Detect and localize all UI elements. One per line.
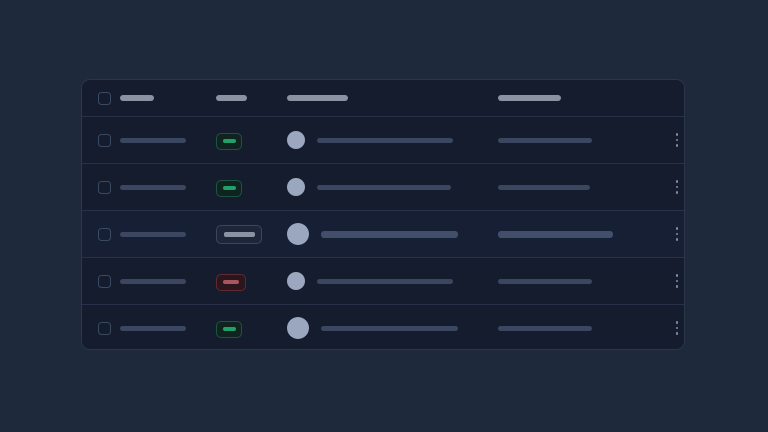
row-checkbox[interactable] (98, 133, 111, 147)
row-select-cell[interactable] (82, 180, 120, 194)
cell-meta (498, 325, 648, 331)
cell-name (120, 231, 216, 237)
kebab-menu-icon[interactable] (670, 131, 684, 149)
cell-meta (498, 278, 648, 284)
cell-status (216, 318, 287, 338)
skeleton-user-wrap (317, 184, 451, 190)
skeleton-user-wrap (321, 230, 458, 238)
status-badge (216, 132, 242, 150)
kebab-menu-icon[interactable] (670, 225, 684, 243)
skeleton-name-bar (120, 184, 186, 190)
table-row[interactable] (82, 163, 684, 210)
skeleton-meta-bar (498, 325, 592, 331)
status-badge-placeholder (223, 232, 255, 237)
cell-name (120, 137, 216, 143)
header-placeholder-status (216, 95, 247, 101)
data-table-card (81, 79, 685, 350)
skeleton-meta-bar (498, 137, 592, 143)
table-row[interactable] (82, 257, 684, 304)
row-checkbox[interactable] (98, 227, 111, 241)
skeleton-user-bar (321, 230, 458, 238)
header-cell-meta[interactable] (498, 95, 648, 101)
header-placeholder-meta (498, 95, 561, 101)
cell-actions[interactable] (648, 225, 684, 243)
row-select-cell[interactable] (82, 133, 120, 147)
skeleton-name-bar (120, 137, 186, 143)
avatar (287, 131, 305, 149)
table-row[interactable] (82, 116, 684, 163)
header-cell-user[interactable] (287, 95, 498, 101)
row-select-cell[interactable] (82, 321, 120, 335)
skeleton-user-bar (317, 137, 453, 143)
cell-status (216, 271, 287, 291)
cell-name (120, 325, 216, 331)
skeleton-user-wrap (317, 137, 453, 143)
select-all-cell[interactable] (82, 91, 120, 105)
cell-name (120, 278, 216, 284)
cell-user (287, 178, 498, 196)
table-header-row (82, 80, 684, 116)
status-badge-placeholder (222, 327, 236, 332)
skeleton-user-wrap (317, 278, 453, 284)
cell-actions[interactable] (648, 272, 684, 290)
table-row[interactable] (82, 304, 684, 349)
cell-actions[interactable] (648, 131, 684, 149)
cell-name (120, 184, 216, 190)
cell-user (287, 223, 498, 245)
select-all-checkbox[interactable] (98, 91, 111, 105)
skeleton-name-bar (120, 231, 186, 237)
status-badge-placeholder (223, 280, 239, 285)
avatar (287, 178, 305, 196)
status-badge (216, 225, 262, 244)
header-placeholder-name (120, 95, 154, 101)
cell-status (216, 224, 287, 244)
status-badge (216, 320, 242, 338)
skeleton-name-bar (120, 278, 186, 284)
skeleton-meta-bar (498, 278, 592, 284)
cell-meta (498, 230, 648, 238)
row-checkbox[interactable] (98, 274, 111, 288)
kebab-menu-icon[interactable] (670, 272, 684, 290)
cell-status (216, 130, 287, 150)
row-select-cell[interactable] (82, 274, 120, 288)
skeleton-meta-bar (498, 184, 590, 190)
cell-status (216, 177, 287, 197)
kebab-menu-icon[interactable] (670, 178, 684, 196)
skeleton-user-bar (321, 325, 458, 331)
skeleton-user-bar (317, 184, 451, 190)
header-cell-name[interactable] (120, 95, 216, 101)
avatar (287, 317, 309, 339)
cell-actions[interactable] (648, 178, 684, 196)
skeleton-user-bar (317, 278, 453, 284)
cell-meta (498, 137, 648, 143)
status-badge-placeholder (222, 186, 236, 191)
row-checkbox[interactable] (98, 180, 111, 194)
cell-user (287, 272, 498, 290)
header-cell-status[interactable] (216, 95, 287, 101)
row-select-cell[interactable] (82, 227, 120, 241)
table-row[interactable] (82, 210, 684, 257)
header-placeholder-user (287, 95, 348, 101)
row-checkbox[interactable] (98, 321, 111, 335)
avatar (287, 272, 305, 290)
avatar (287, 223, 309, 245)
kebab-menu-icon[interactable] (670, 319, 684, 337)
status-badge (216, 273, 246, 291)
skeleton-meta-bar (498, 230, 613, 238)
cell-user (287, 131, 498, 149)
cell-user (287, 317, 498, 339)
status-badge-placeholder (222, 139, 236, 144)
status-badge (216, 179, 242, 197)
cell-actions[interactable] (648, 319, 684, 337)
cell-meta (498, 184, 648, 190)
skeleton-user-wrap (321, 325, 458, 331)
skeleton-name-bar (120, 325, 186, 331)
